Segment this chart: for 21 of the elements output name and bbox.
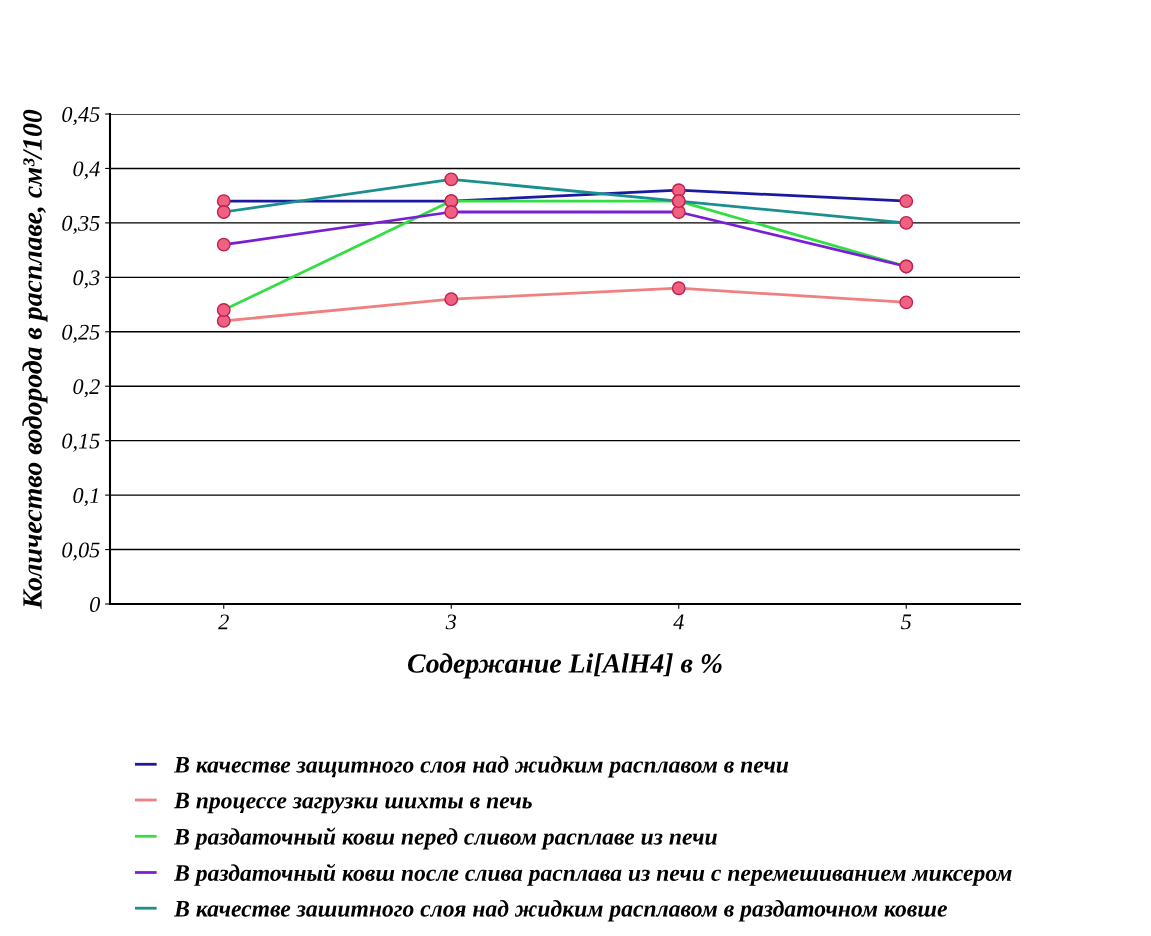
x-axis-title: Содержание Li[AlH4] в % — [407, 653, 722, 679]
y-tick-label: 0,45 — [62, 106, 100, 126]
y-tick-label: 0,2 — [73, 379, 100, 398]
y-tick-label: 0,35 — [62, 215, 100, 235]
y-tick-label: 0,25 — [62, 324, 100, 343]
x-tick-label: 2 — [218, 614, 229, 630]
legend-label: В раздаточный ковш после слива расплава из печи с перемешиванием миксером — [173, 863, 1012, 886]
y-tick-label: 0,1 — [73, 488, 98, 507]
y-tick-label: 0,15 — [62, 433, 100, 452]
y-axis-title: Количество водорода в расплаве, см³/100 — [22, 109, 48, 610]
x-tick-label: 3 — [445, 614, 457, 630]
legend-label: В раздаточный ковш перед сливом расплаве из печи — [173, 827, 717, 850]
y-tick-label: 0,4 — [73, 161, 100, 180]
legend-label: В процессе загрузки шихты в печь — [173, 792, 532, 814]
y-tick-label: 0,05 — [62, 542, 100, 561]
y-tick-label: 0,3 — [73, 270, 100, 289]
legend-label: В качестве защитного слоя над жидким расплавом в печи — [173, 756, 789, 778]
legend-label: В качестве зашитного слоя над жидким расплавом в раздаточном ковше — [173, 900, 947, 922]
x-tick-label: 4 — [673, 614, 684, 630]
y-tick-label: 0 — [90, 596, 100, 612]
x-tick-label: 5 — [901, 614, 912, 630]
